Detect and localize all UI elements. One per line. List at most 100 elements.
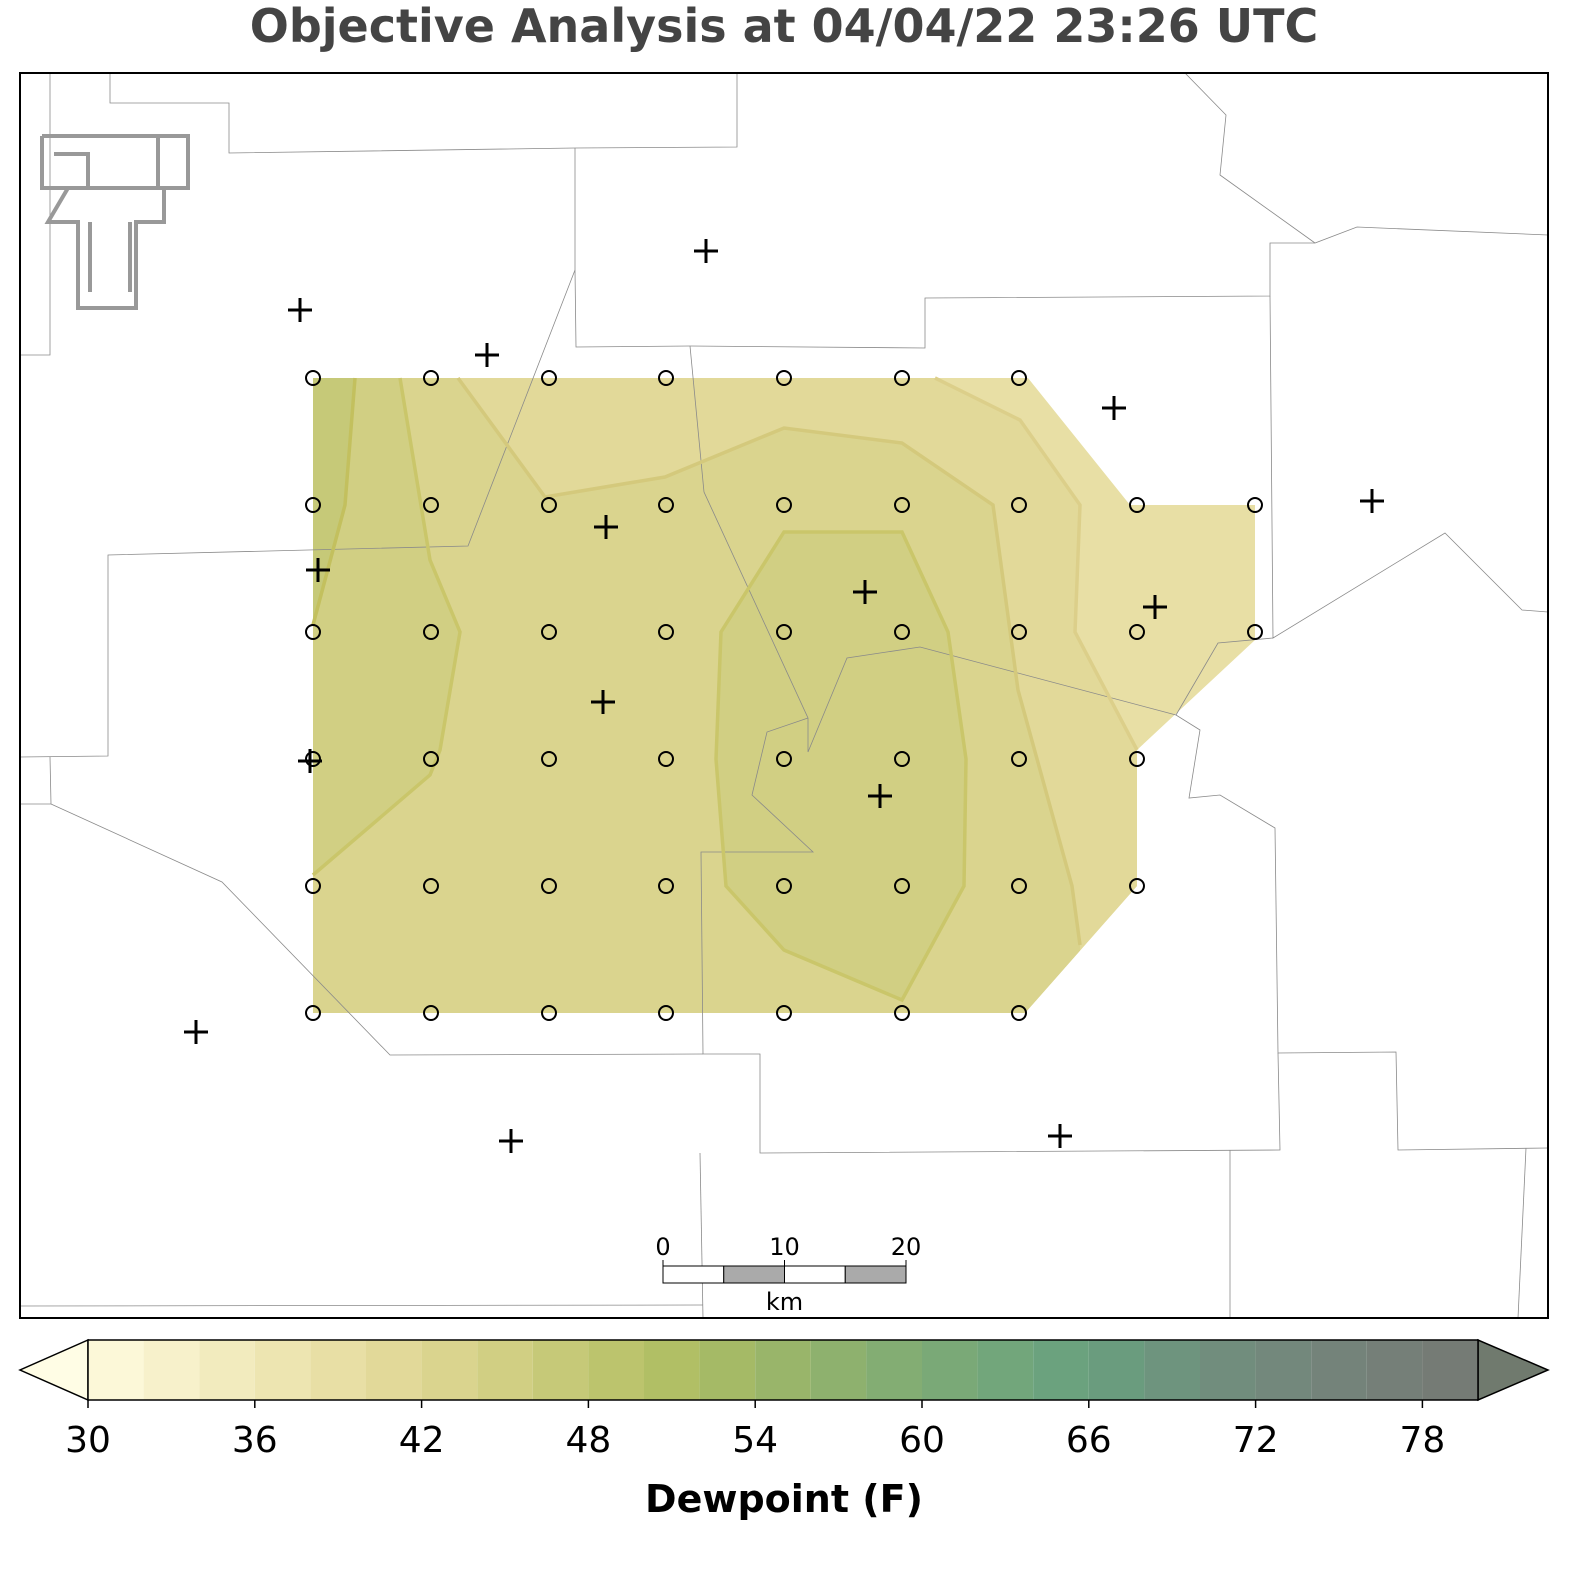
grid-point bbox=[1011, 1005, 1027, 1021]
grid-point bbox=[305, 1005, 321, 1021]
contour-fill bbox=[313, 378, 355, 625]
county-line bbox=[109, 73, 738, 154]
grid-point bbox=[894, 751, 910, 767]
grid-point bbox=[894, 878, 910, 894]
colorbar-bin bbox=[922, 1340, 978, 1400]
county-line bbox=[1517, 1147, 1527, 1318]
colorbar-bin bbox=[366, 1340, 422, 1400]
county-lines bbox=[20, 73, 1548, 1318]
county-line bbox=[20, 1304, 704, 1307]
colorbar-bin bbox=[588, 1340, 644, 1400]
grid-point bbox=[305, 751, 321, 767]
grid-point bbox=[894, 1005, 910, 1021]
grid-point bbox=[658, 497, 674, 513]
colorbar-tick-label: 42 bbox=[399, 1420, 445, 1461]
contour-line bbox=[934, 376, 1139, 751]
grid-point bbox=[776, 624, 792, 640]
county-line bbox=[1269, 295, 1548, 639]
grid-point bbox=[305, 497, 321, 513]
grid-point bbox=[894, 497, 910, 513]
grid-point bbox=[1129, 624, 1145, 640]
grid-point bbox=[541, 370, 557, 386]
grid-point bbox=[1011, 370, 1027, 386]
grid-point bbox=[305, 878, 321, 894]
colorbar-bin bbox=[1255, 1340, 1312, 1400]
grid-point bbox=[658, 624, 674, 640]
county-line bbox=[20, 73, 51, 356]
colorbar-bin bbox=[1033, 1340, 1089, 1400]
grid-point bbox=[541, 751, 557, 767]
grid-point bbox=[658, 1005, 674, 1021]
grid-point bbox=[658, 370, 674, 386]
scale-segment bbox=[844, 1265, 907, 1284]
grid-point bbox=[541, 497, 557, 513]
colorbar-bin bbox=[1200, 1340, 1256, 1400]
contour-line bbox=[311, 377, 357, 626]
scale-tick-label: 20 bbox=[891, 1233, 922, 1261]
county-line bbox=[689, 345, 1548, 1151]
logo bbox=[40, 134, 190, 310]
grid-point bbox=[776, 1005, 792, 1021]
grid-point bbox=[1129, 751, 1145, 767]
title: Objective Analysis at 04/04/22 23:26 UTC bbox=[250, 0, 1319, 53]
contour-line bbox=[714, 530, 968, 1003]
grid-point bbox=[1011, 497, 1027, 513]
county-line bbox=[700, 717, 1281, 1154]
county-line bbox=[1184, 73, 1548, 244]
colorbar-tick-label: 72 bbox=[1233, 1420, 1279, 1461]
grid-point bbox=[658, 878, 674, 894]
scale-segment bbox=[662, 1265, 725, 1284]
contour-lines bbox=[311, 376, 1139, 1003]
grid-point bbox=[1011, 624, 1027, 640]
county-line bbox=[20, 269, 576, 758]
scale-unit: km bbox=[766, 1288, 803, 1316]
colorbar-bin bbox=[866, 1340, 922, 1400]
grid-point bbox=[1247, 497, 1263, 513]
scale-segment bbox=[784, 1265, 846, 1284]
colorbar-label: Dewpoint (F) bbox=[645, 1477, 923, 1521]
grid-point bbox=[423, 878, 439, 894]
grid-point bbox=[1129, 497, 1145, 513]
colorbar-bin bbox=[755, 1340, 811, 1400]
colorbar-bin bbox=[143, 1340, 200, 1400]
colorbar-bin bbox=[532, 1340, 589, 1400]
logo-shape bbox=[40, 134, 190, 310]
station bbox=[184, 239, 1384, 1153]
colorbar-tick-label: 66 bbox=[1066, 1420, 1112, 1461]
stations bbox=[184, 239, 1384, 1153]
grid-point bbox=[1011, 878, 1027, 894]
colorbar-bin bbox=[644, 1340, 700, 1400]
grid-point bbox=[776, 751, 792, 767]
colorbar-bin bbox=[1144, 1340, 1200, 1400]
grid-point bbox=[423, 1005, 439, 1021]
grid-point bbox=[305, 624, 321, 640]
colorbar-bin bbox=[199, 1340, 255, 1400]
colorbar-extend-high bbox=[1477, 1338, 1550, 1402]
scale-segment bbox=[723, 1265, 785, 1284]
grid-point bbox=[1247, 624, 1263, 640]
colorbar-bin bbox=[310, 1340, 366, 1400]
grid-point bbox=[894, 370, 910, 386]
county-line bbox=[574, 148, 1315, 349]
grid-point bbox=[423, 751, 439, 767]
scale-tick-label: 10 bbox=[769, 1233, 800, 1261]
scale-tick-label: 0 bbox=[655, 1233, 670, 1261]
colorbar-bin bbox=[254, 1340, 311, 1400]
scale-bar: 0 10 20 km bbox=[655, 1233, 921, 1316]
colorbar-bin bbox=[421, 1340, 478, 1400]
grid-point bbox=[776, 370, 792, 386]
colorbar-bin bbox=[1366, 1340, 1423, 1400]
analysis-grid bbox=[305, 370, 1263, 1021]
county-line bbox=[50, 803, 704, 1056]
grid-point bbox=[1011, 751, 1027, 767]
colorbar-tick-label: 78 bbox=[1399, 1420, 1445, 1461]
colorbar: 30 36 42 48 54 60 66 72 78 bbox=[18, 1338, 1550, 1461]
grid-point bbox=[776, 497, 792, 513]
colorbar-tick-label: 60 bbox=[899, 1420, 945, 1461]
county-line bbox=[699, 1152, 704, 1318]
colorbar-bin bbox=[1422, 1340, 1478, 1400]
grid-point bbox=[423, 624, 439, 640]
colorbar-bin bbox=[1311, 1340, 1367, 1400]
contour-fill bbox=[313, 378, 460, 875]
grid-point bbox=[541, 1005, 557, 1021]
